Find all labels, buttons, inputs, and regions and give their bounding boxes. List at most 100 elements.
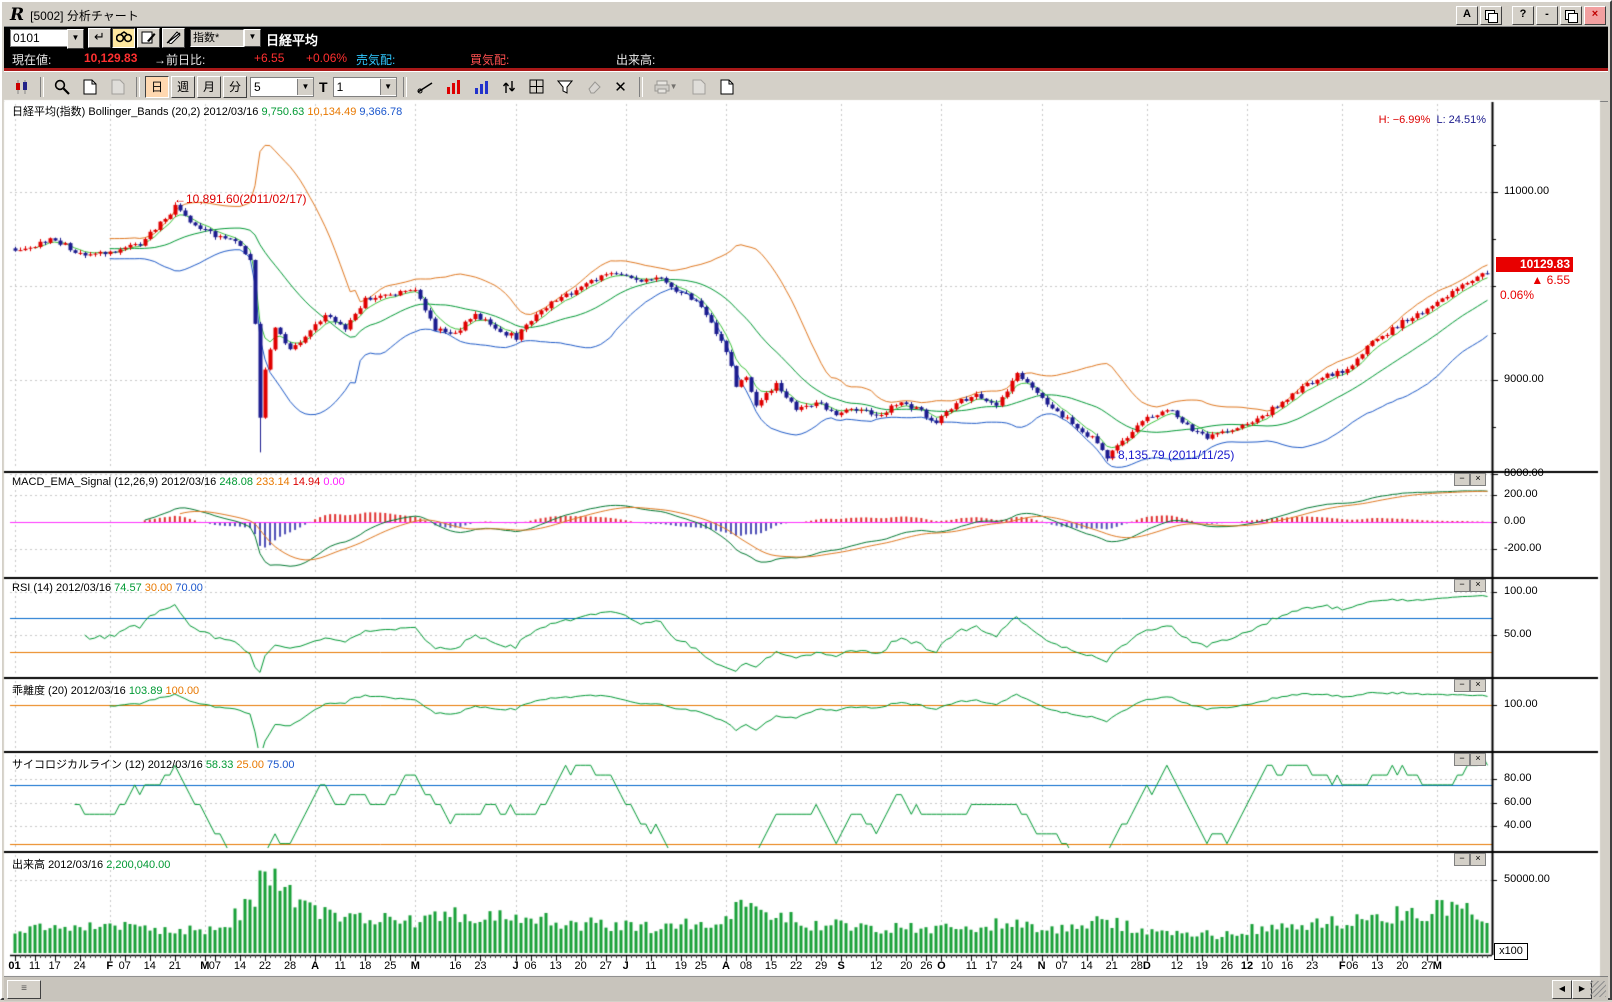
y-axis-label: 50000.00: [1504, 873, 1550, 885]
x-axis-label: 13: [1363, 960, 1391, 972]
x-axis-label: J: [612, 960, 640, 972]
panel-close-button[interactable]: ×: [1470, 753, 1486, 766]
rsi-title: RSI (14): [12, 582, 53, 594]
panel-minimize-button[interactable]: −: [1454, 853, 1470, 866]
rsi-date: 2012/03/16: [56, 582, 111, 594]
rsi-panel-header: RSI (14) 2012/03/16 74.57 30.00 70.00: [12, 582, 203, 594]
rsi-low-band: 30.00: [145, 582, 173, 594]
y-axis-label: 60.00: [1504, 796, 1532, 808]
high-low-readout: H: −6.99% L: 24.51%: [1346, 114, 1486, 126]
macd-title: MACD_EMA_Signal (12,26,9): [12, 476, 158, 488]
psych-value: 58.33: [206, 759, 234, 771]
panel-close-button[interactable]: ×: [1470, 679, 1486, 692]
x-axis-label: 22: [251, 960, 279, 972]
trough-annotation: ←8,135.79 (2011/11/25): [1106, 448, 1234, 462]
price-change-readout: ▲ 6.55: [1496, 273, 1570, 287]
x-axis-label: A: [301, 960, 329, 972]
x-axis-label: 23: [1298, 960, 1326, 972]
x-axis-label: 16: [1273, 960, 1301, 972]
x-axis-label: 28: [276, 960, 304, 972]
kairi-panel-header: 乖離度 (20) 2012/03/16 103.89 100.00: [12, 682, 199, 698]
panel-close-button[interactable]: ×: [1470, 579, 1486, 592]
psych-low-band: 25.00: [236, 759, 264, 771]
x-axis-label: 08: [732, 960, 760, 972]
x-axis-label: 24: [66, 960, 94, 972]
x-axis-label: S: [827, 960, 855, 972]
app-window: R [5002] 分析チャート A ? - × ▼ ↵ 指数* ▼ 日経平均 現…: [0, 0, 1612, 1000]
x-axis-label: 11: [637, 960, 665, 972]
y-axis-label: 11000.00: [1504, 185, 1549, 197]
boll-upper-value: 10,134.49: [307, 106, 356, 118]
kairi-date: 2012/03/16: [71, 685, 126, 697]
main-symbol-name: 日経平均(指数): [12, 106, 85, 118]
volume-value: 2,200,040.00: [106, 859, 170, 871]
x-axis-label: 16: [441, 960, 469, 972]
x-axis-label: 21: [1098, 960, 1126, 972]
macd-hist-value: 14.94: [293, 476, 321, 488]
panel-minimize-button[interactable]: −: [1454, 679, 1470, 692]
low-percent: L: 24.51%: [1436, 114, 1486, 126]
main-panel-header: 日経平均(指数) Bollinger_Bands (20,2) 2012/03/…: [12, 103, 402, 119]
x-axis-label: D: [1133, 960, 1161, 972]
x-axis-label: 11: [326, 960, 354, 972]
boll-lower-value: 9,366.78: [359, 106, 402, 118]
up-arrow-icon: ▲: [1531, 273, 1543, 287]
y-axis-labels: 11000.009000.008000.00200.000.00-200.001…: [1498, 2, 1598, 1002]
volume-panel-header: 出来高 2012/03/16 2,200,040.00: [12, 856, 170, 872]
x-axis-label: 17: [41, 960, 69, 972]
price-change-value: 6.55: [1547, 273, 1570, 287]
y-axis-label: 100.00: [1504, 698, 1538, 710]
boll-mid-value: 9,750.63: [261, 106, 304, 118]
high-percent: H: −6.99%: [1379, 114, 1431, 126]
y-axis-label: 40.00: [1504, 819, 1532, 831]
x-axis-label: 14: [226, 960, 254, 972]
x-axis-label: 22: [782, 960, 810, 972]
psych-date: 2012/03/16: [148, 759, 203, 771]
y-axis-label: -200.00: [1504, 542, 1541, 554]
x-axis-label: M: [1423, 960, 1451, 972]
price-change-pct: 0.06%: [1496, 288, 1574, 302]
kairi-value: 103.89: [129, 685, 163, 697]
x-axis-label: 06: [1338, 960, 1366, 972]
x-axis-label: 25: [376, 960, 404, 972]
x-axis-label: 20: [567, 960, 595, 972]
main-date: 2012/03/16: [203, 106, 258, 118]
psych-high-band: 75.00: [267, 759, 295, 771]
volume-title: 出来高: [12, 859, 45, 871]
x-axis-label: 07: [111, 960, 139, 972]
x-axis-label: 23: [466, 960, 494, 972]
x-axis-label: 06: [517, 960, 545, 972]
macd-zero-value: 0.00: [323, 476, 344, 488]
x-axis-label: 24: [1003, 960, 1031, 972]
x-axis-label: 19: [1188, 960, 1216, 972]
panel-minimize-button[interactable]: −: [1454, 473, 1470, 486]
kairi-base-value: 100.00: [166, 685, 200, 697]
macd-signal-value: 233.14: [256, 476, 290, 488]
peak-annotation: ←10,891.60(2011/02/17): [174, 192, 307, 206]
x-axis-label: 17: [977, 960, 1005, 972]
y-axis-label: 50.00: [1504, 628, 1532, 640]
rsi-high-band: 70.00: [175, 582, 203, 594]
kairi-title: 乖離度 (20): [12, 685, 68, 697]
x-axis-label: 07: [1048, 960, 1076, 972]
x-axis-label: 07: [201, 960, 229, 972]
y-axis-label: 200.00: [1504, 488, 1538, 500]
panel-minimize-button[interactable]: −: [1454, 753, 1470, 766]
x-axis-label: M: [401, 960, 429, 972]
x-axis-label: 12: [1163, 960, 1191, 972]
x-axis-label: 14: [1073, 960, 1101, 972]
panel-minimize-button[interactable]: −: [1454, 579, 1470, 592]
x-axis-label: O: [927, 960, 955, 972]
chart-canvas: [2, 2, 1612, 1002]
main-indicator-name: Bollinger_Bands (20,2): [88, 106, 200, 118]
panel-close-button[interactable]: ×: [1470, 473, 1486, 486]
x-axis-label: 21: [161, 960, 189, 972]
y-axis-label: 0.00: [1504, 515, 1525, 527]
y-axis-label: 100.00: [1504, 585, 1538, 597]
current-price-box: 10129.83: [1496, 257, 1573, 272]
x-axis-label: 13: [542, 960, 570, 972]
panel-close-button[interactable]: ×: [1470, 853, 1486, 866]
macd-date: 2012/03/16: [161, 476, 216, 488]
macd-value: 248.08: [219, 476, 253, 488]
volume-multiplier-box: x100: [1494, 943, 1528, 960]
